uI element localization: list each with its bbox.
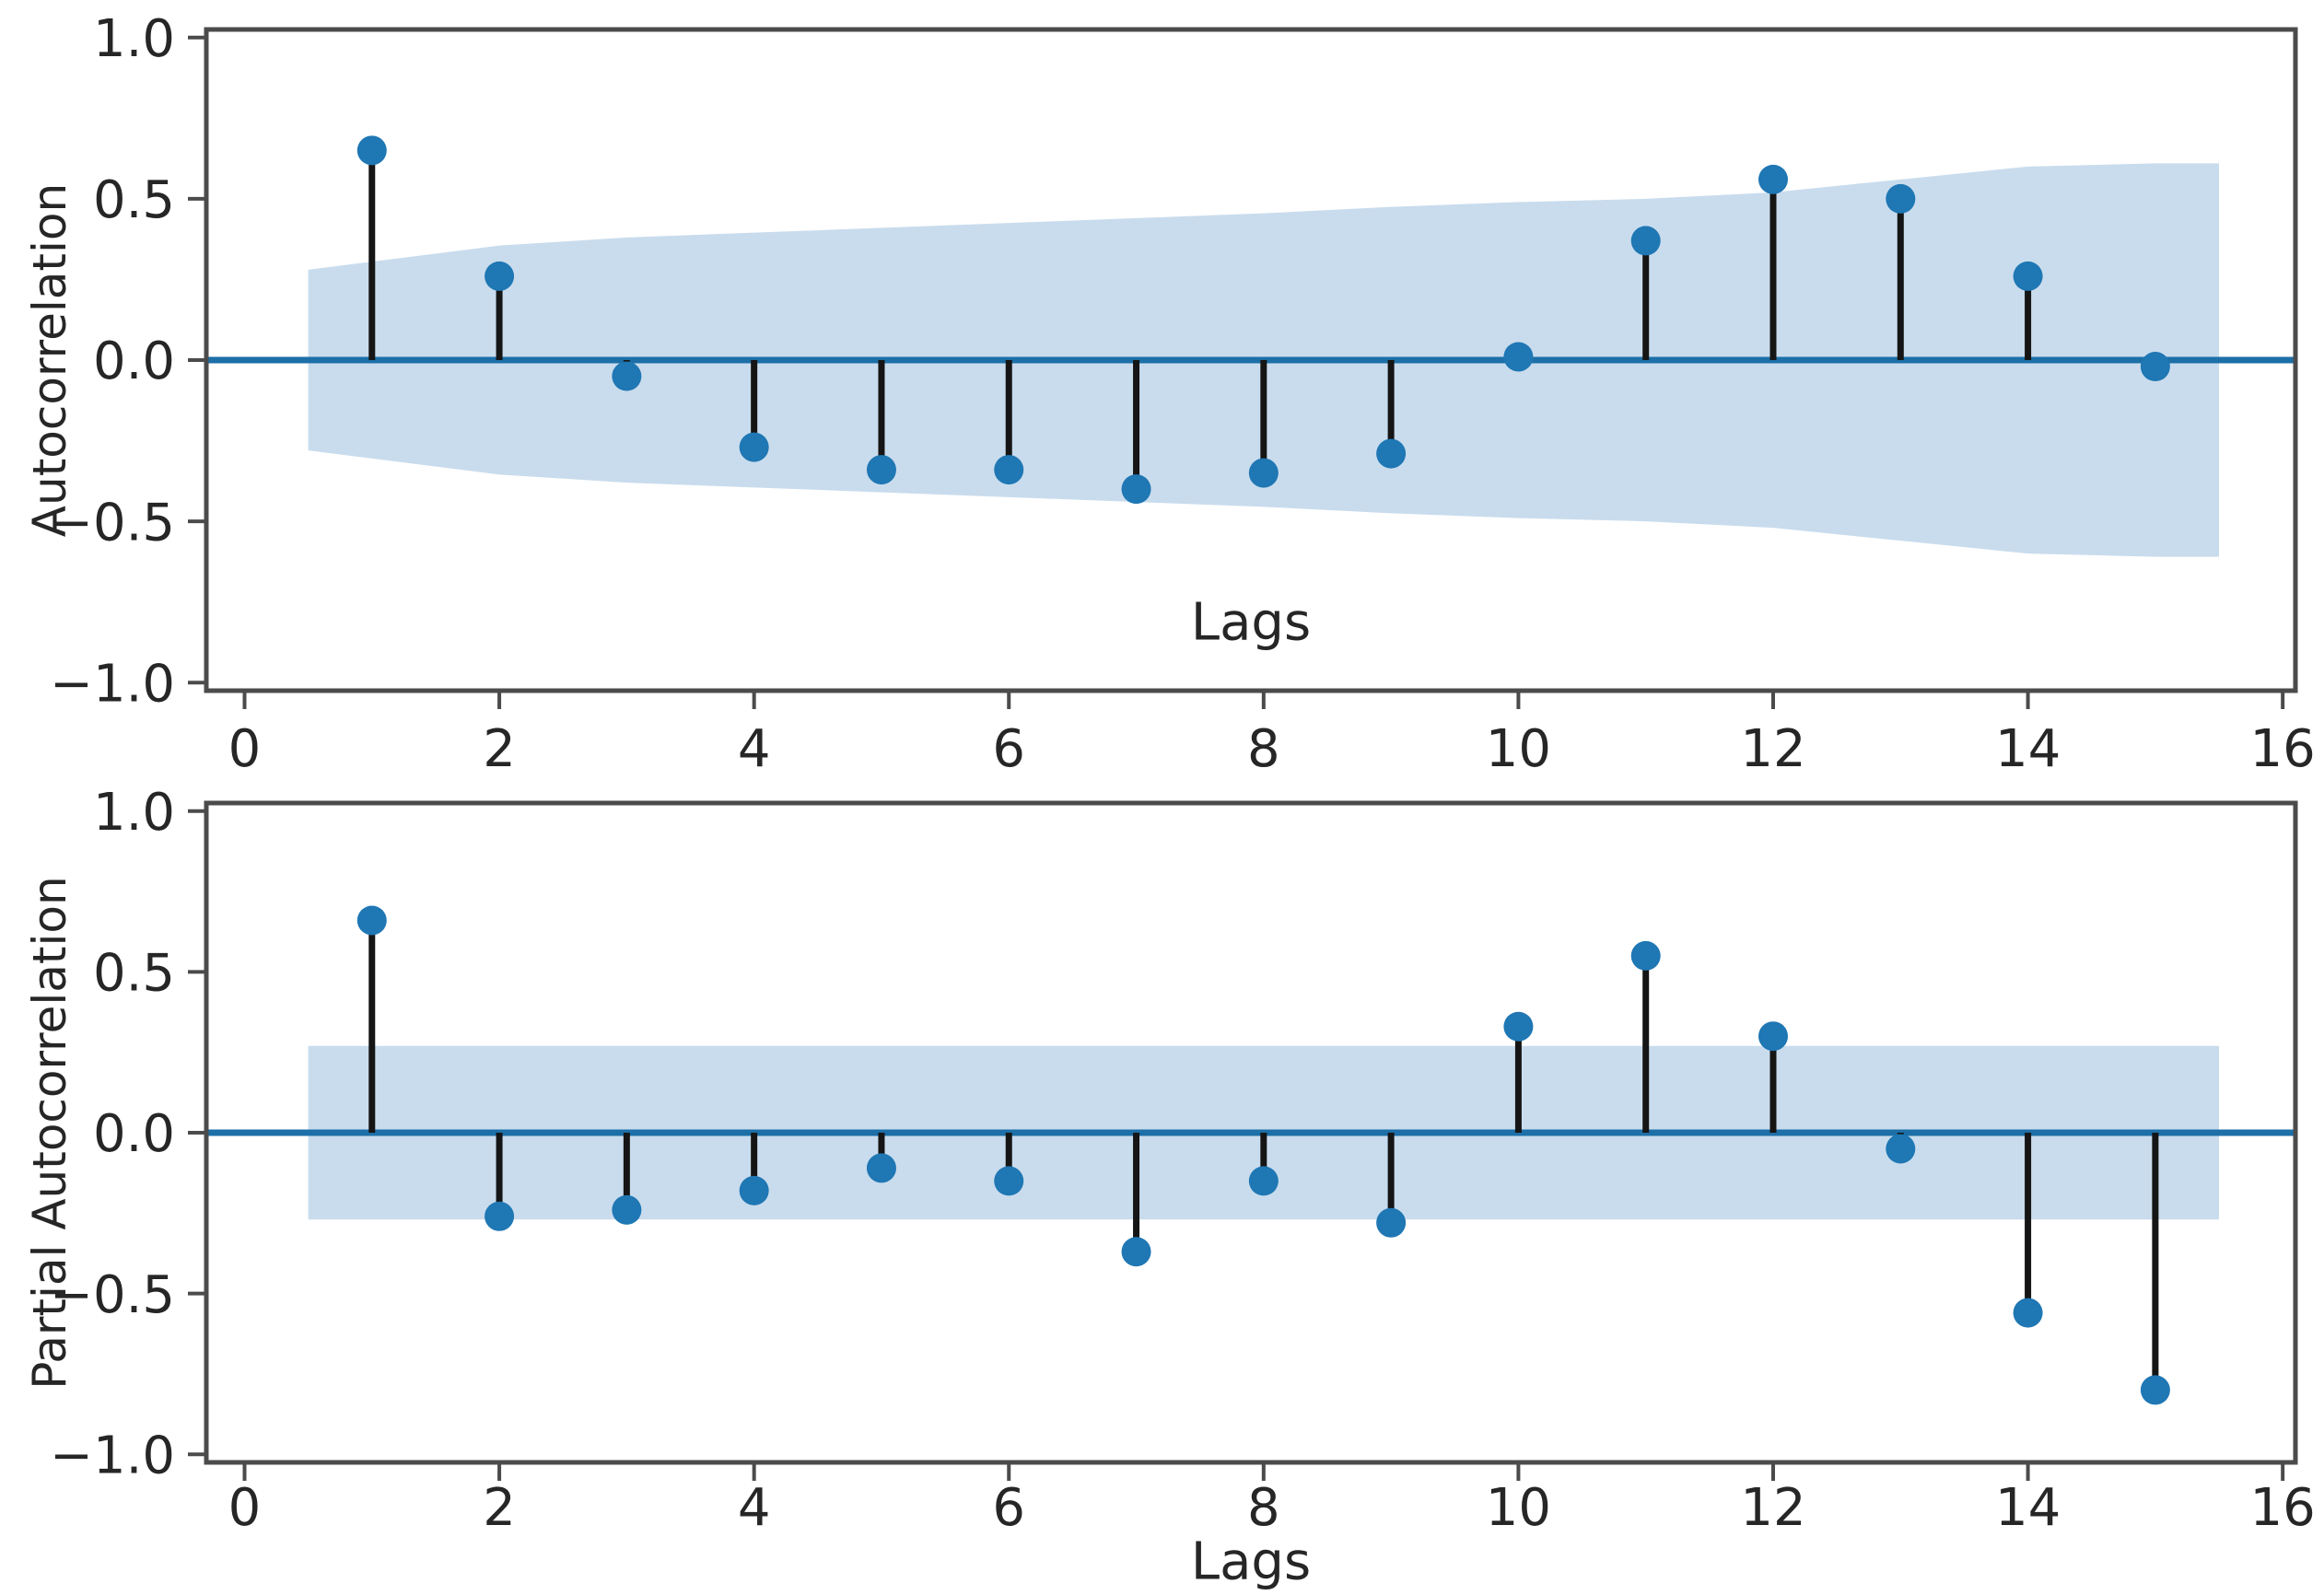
pacf-x-tick-label: 6 — [992, 1478, 1025, 1538]
pacf-marker-lag-10 — [1503, 1011, 1534, 1042]
pacf-x-tick-label: 4 — [738, 1478, 771, 1538]
acf-marker-lag-5 — [866, 455, 896, 485]
pacf-marker-lag-13 — [1886, 1134, 1916, 1164]
pacf-x-tick-label: 2 — [483, 1478, 516, 1538]
pacf-marker-lag-6 — [994, 1166, 1024, 1196]
acf-x-tick-label: 8 — [1247, 719, 1280, 779]
pacf-x-tick-label: 8 — [1247, 1478, 1280, 1538]
pacf-marker-lag-12 — [1758, 1021, 1788, 1052]
acf-marker-lag-8 — [1248, 458, 1279, 488]
pacf-marker-lag-1 — [356, 905, 387, 936]
acf-marker-lag-15 — [2140, 352, 2170, 382]
pacf-y-tick-label: −1.0 — [50, 1426, 175, 1485]
acf-marker-lag-13 — [1886, 183, 1916, 214]
pacf-marker-lag-5 — [866, 1153, 896, 1183]
acf-marker-lag-3 — [612, 361, 642, 391]
pacf-x-tick-label: 0 — [228, 1478, 262, 1538]
pacf-marker-lag-2 — [485, 1201, 515, 1231]
pacf-x-tick-label: 16 — [2250, 1478, 2316, 1538]
pacf-y-tick-label: 0.0 — [93, 1104, 175, 1164]
acf-x-tick-label: 6 — [992, 719, 1025, 779]
pacf-y-tick-label: 0.5 — [93, 944, 175, 1004]
acf-x-tick-label: 10 — [1486, 719, 1551, 779]
pacf-x-tick-label: 14 — [1995, 1478, 2061, 1538]
acf-y-tick-label: −1.0 — [50, 654, 175, 714]
pacf-marker-lag-11 — [1630, 940, 1661, 971]
acf-marker-lag-11 — [1630, 226, 1661, 256]
acf-y-tick-label: 1.0 — [93, 9, 175, 69]
acf-marker-lag-1 — [356, 135, 387, 166]
pacf-marker-lag-14 — [2013, 1298, 2043, 1328]
acf-marker-lag-2 — [485, 261, 515, 291]
acf-marker-lag-9 — [1376, 438, 1407, 469]
acf-y-tick-label: 0.5 — [93, 170, 175, 230]
pacf-stems — [356, 905, 2170, 1405]
pacf-y-tick-label: 1.0 — [93, 783, 175, 843]
acf-x-tick-label: 4 — [738, 719, 771, 779]
acf-marker-lag-6 — [994, 455, 1024, 485]
acf-marker-lag-12 — [1758, 164, 1788, 194]
pacf-marker-lag-3 — [612, 1194, 642, 1225]
acf-marker-lag-14 — [2013, 261, 2043, 291]
acf-x-tick-label: 2 — [483, 719, 516, 779]
pacf-marker-lag-4 — [739, 1175, 769, 1205]
pacf-x-tick-label: 12 — [1740, 1478, 1805, 1538]
acf-subplot: 0 2 4 6 8 10 12 14 16 1.0 0.5 0.0 −0.5 −1.0 — [50, 9, 2316, 779]
acf-y-tick-label: −0.5 — [50, 493, 175, 553]
acf-marker-lag-10 — [1503, 342, 1534, 372]
pacf-marker-lag-15 — [2140, 1375, 2170, 1405]
acf-x-tick-label: 14 — [1995, 719, 2061, 779]
acf-x-tick-label: 16 — [2250, 719, 2316, 779]
pacf-y-tick-label: −0.5 — [50, 1265, 175, 1325]
pacf-x-tick-label: 10 — [1486, 1478, 1551, 1538]
acf-marker-lag-7 — [1121, 474, 1151, 505]
acf-x-tick-label: 12 — [1740, 719, 1805, 779]
pacf-marker-lag-8 — [1248, 1166, 1279, 1196]
pacf-marker-lag-9 — [1376, 1207, 1407, 1238]
acf-x-tick-label: 0 — [228, 719, 262, 779]
pacf-marker-lag-7 — [1121, 1237, 1151, 1267]
acf-y-tick-label: 0.0 — [93, 332, 175, 391]
pacf-subplot: 0 2 4 6 8 10 12 14 16 1.0 0.5 0.0 −0.5 −1.0 — [50, 783, 2316, 1538]
acf-stems — [356, 135, 2170, 505]
acf-marker-lag-4 — [739, 432, 769, 462]
